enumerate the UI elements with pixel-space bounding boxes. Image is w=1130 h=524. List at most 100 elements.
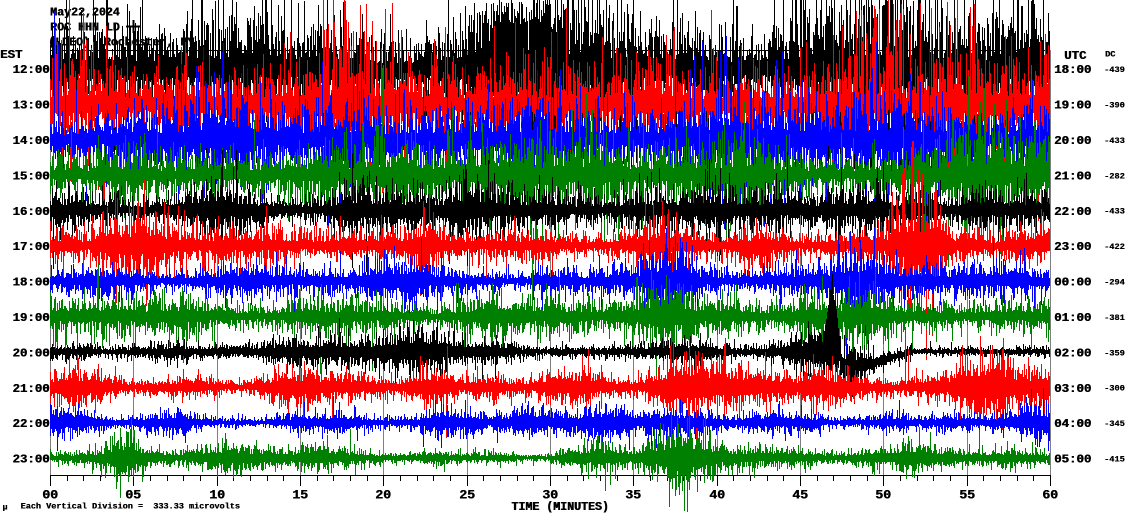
svg-text:00:00: 00:00 <box>1055 276 1092 290</box>
svg-text:20:00: 20:00 <box>1055 134 1092 148</box>
svg-text:20: 20 <box>375 488 391 503</box>
svg-text:16:00: 16:00 <box>13 205 50 219</box>
svg-text:01:00: 01:00 <box>1054 311 1091 325</box>
svg-text:-282: -282 <box>1104 171 1125 181</box>
svg-text:18:00: 18:00 <box>13 276 50 290</box>
svg-text:DC: DC <box>1105 50 1115 60</box>
svg-text:21:00: 21:00 <box>1055 169 1092 183</box>
svg-text:04:00: 04:00 <box>1055 417 1092 431</box>
svg-text:-294: -294 <box>1104 278 1125 288</box>
svg-text:-345: -345 <box>1104 419 1125 429</box>
svg-text:-433: -433 <box>1104 207 1125 217</box>
svg-text:19:00: 19:00 <box>13 311 50 325</box>
svg-text:-433: -433 <box>1104 136 1125 146</box>
svg-text:18:00: 18:00 <box>1055 63 1092 77</box>
svg-text:21:00: 21:00 <box>1054 169 1091 183</box>
svg-text:EST: EST <box>0 48 23 62</box>
svg-text:-294: -294 <box>1104 278 1125 288</box>
svg-text:UTC: UTC <box>1064 49 1087 63</box>
svg-text:22:00: 22:00 <box>13 417 50 431</box>
svg-text:35: 35 <box>625 488 641 503</box>
svg-text:03:00: 03:00 <box>1054 382 1091 396</box>
svg-text:-359: -359 <box>1104 348 1125 358</box>
svg-text:00:00: 00:00 <box>1054 276 1091 290</box>
svg-text:-415: -415 <box>1104 455 1125 465</box>
svg-text:µ: µ <box>3 504 8 513</box>
svg-text:10: 10 <box>209 488 225 503</box>
svg-text:02:00: 02:00 <box>1054 346 1091 360</box>
svg-text:20: 20 <box>376 488 392 503</box>
svg-text:12:00: 12:00 <box>13 63 50 77</box>
svg-text:May22,2024: May22,2024 <box>51 7 121 20</box>
svg-text:14:00: 14:00 <box>13 134 50 148</box>
svg-text:TIME (MINUTES): TIME (MINUTES) <box>511 501 608 514</box>
svg-text:16:00: 16:00 <box>12 205 49 219</box>
svg-text:-282: -282 <box>1104 171 1125 181</box>
svg-text:Each Vertical Division = 333.: Each Vertical Division = 333.33 microvol… <box>21 502 240 512</box>
svg-text:19:00: 19:00 <box>12 311 49 325</box>
svg-text:03:00: 03:00 <box>1055 382 1092 396</box>
svg-text:17:00: 17:00 <box>12 240 49 254</box>
svg-text:30: 30 <box>542 488 558 503</box>
svg-text:19:00: 19:00 <box>1054 99 1091 113</box>
svg-text:50: 50 <box>875 488 891 503</box>
svg-text:23:00: 23:00 <box>1055 240 1092 254</box>
svg-text:20:00: 20:00 <box>13 346 50 360</box>
svg-text:DC: DC <box>1105 50 1115 60</box>
svg-text:May22,2024: May22,2024 <box>50 7 120 20</box>
svg-text:23:00: 23:00 <box>1054 240 1091 254</box>
svg-text:(LDEO) Rochester, NY: (LDEO) Rochester, NY <box>49 37 195 50</box>
svg-text:-433: -433 <box>1104 136 1125 146</box>
svg-text:17:00: 17:00 <box>13 240 50 254</box>
svg-text:15: 15 <box>293 488 309 503</box>
svg-text:01:00: 01:00 <box>1055 311 1092 325</box>
svg-text:40: 40 <box>710 488 726 503</box>
svg-text:µ: µ <box>3 504 8 513</box>
svg-text:25: 25 <box>459 488 475 503</box>
svg-text:22:00: 22:00 <box>12 417 49 431</box>
svg-text:13:00: 13:00 <box>13 99 50 113</box>
svg-text:13:00: 13:00 <box>12 99 49 113</box>
svg-text:55: 55 <box>959 488 975 503</box>
svg-text:21:00: 21:00 <box>12 382 49 396</box>
svg-text:-300: -300 <box>1104 384 1125 394</box>
svg-text:02:00: 02:00 <box>1055 346 1092 360</box>
svg-text:15:00: 15:00 <box>12 169 49 183</box>
svg-text:45: 45 <box>792 488 808 503</box>
svg-text:35: 35 <box>626 488 642 503</box>
svg-text:-439: -439 <box>1104 65 1125 75</box>
svg-text:EST: EST <box>1 48 24 62</box>
svg-text:55: 55 <box>960 488 976 503</box>
svg-text:23:00: 23:00 <box>12 453 49 467</box>
svg-text:20:00: 20:00 <box>12 346 49 360</box>
svg-text:05: 05 <box>126 488 142 503</box>
svg-text:45: 45 <box>793 488 809 503</box>
svg-text:60: 60 <box>1042 488 1058 503</box>
svg-text:15:00: 15:00 <box>13 169 50 183</box>
svg-text:Each Vertical Division = 333.: Each Vertical Division = 333.33 microvol… <box>21 502 240 512</box>
svg-text:40: 40 <box>709 488 725 503</box>
svg-text:05:00: 05:00 <box>1055 453 1092 467</box>
svg-text:04:00: 04:00 <box>1054 417 1091 431</box>
svg-text:-433: -433 <box>1104 207 1125 217</box>
svg-text:-415: -415 <box>1104 455 1125 465</box>
svg-text:60: 60 <box>1043 488 1059 503</box>
svg-text:-345: -345 <box>1104 419 1125 429</box>
svg-text:00: 00 <box>43 488 59 503</box>
svg-text:30: 30 <box>543 488 559 503</box>
svg-text:14:00: 14:00 <box>12 134 49 148</box>
svg-text:UTC: UTC <box>1065 49 1088 63</box>
svg-text:ROC HHN LD: ROC HHN LD <box>51 22 121 35</box>
svg-text:-359: -359 <box>1104 348 1125 358</box>
svg-text:-390: -390 <box>1104 101 1125 111</box>
svg-text:23:00: 23:00 <box>13 453 50 467</box>
svg-text:12:00: 12:00 <box>12 63 49 77</box>
svg-text:-390: -390 <box>1104 101 1125 111</box>
svg-text:15: 15 <box>292 488 308 503</box>
svg-text:19:00: 19:00 <box>1055 99 1092 113</box>
svg-text:05: 05 <box>125 488 141 503</box>
svg-text:-381: -381 <box>1104 313 1125 323</box>
svg-text:00: 00 <box>42 488 58 503</box>
svg-text:-439: -439 <box>1104 65 1125 75</box>
svg-text:05:00: 05:00 <box>1054 453 1091 467</box>
